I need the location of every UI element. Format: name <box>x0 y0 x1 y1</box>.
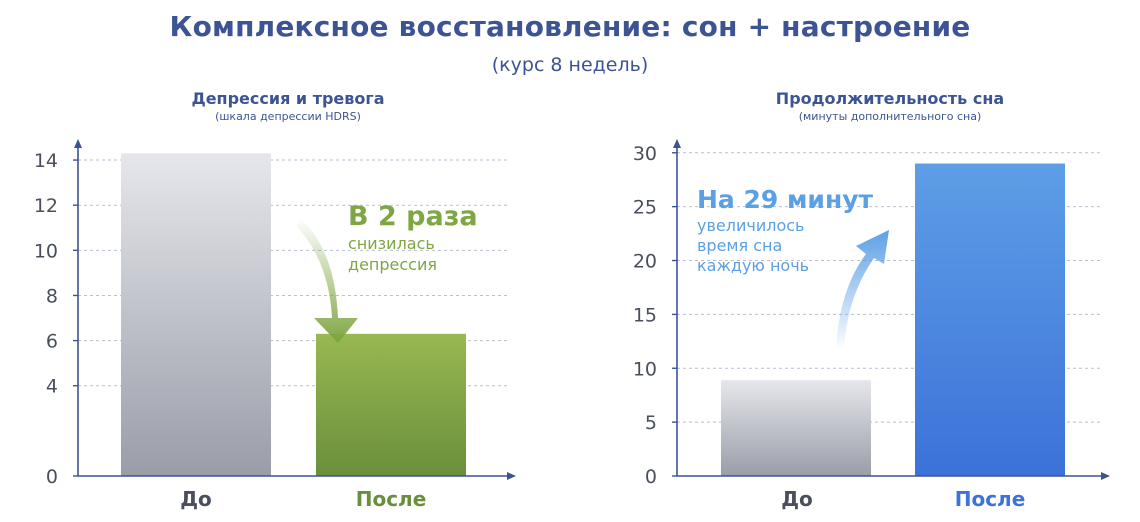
right-category-before: До <box>781 487 813 511</box>
left-chart: Депрессия и тревога (шкала депрессии HDR… <box>34 89 516 511</box>
left-y-tick-label: 4 <box>46 376 58 398</box>
left-category-before: До <box>180 487 212 511</box>
left-y-ticks: 0 4 6 8 10 12 14 <box>34 150 58 488</box>
right-y-tick-label: 30 <box>633 143 657 165</box>
right-axes <box>676 142 1106 477</box>
left-x-axis-arrowhead <box>507 472 516 480</box>
left-category-after: После <box>356 487 427 511</box>
right-x-axis-arrowhead <box>1101 472 1110 480</box>
right-y-tick-label: 10 <box>633 358 657 380</box>
right-y-axis-arrowhead <box>673 139 681 148</box>
left-annotation-headline: В 2 раза <box>348 201 478 232</box>
left-y-tick-label: 6 <box>46 331 58 353</box>
right-y-tick-label: 25 <box>633 197 657 219</box>
left-annotation-line1: снизилась <box>348 234 435 253</box>
left-grid <box>73 159 508 477</box>
right-chart-title: Продолжительность сна <box>776 89 1004 108</box>
right-up-arrow <box>836 230 889 350</box>
left-annotation-line2: депрессия <box>348 255 437 274</box>
left-y-tick-label: 14 <box>34 150 58 172</box>
left-y-tick-label: 10 <box>34 240 58 262</box>
left-y-tick-label: 0 <box>46 466 58 488</box>
left-bar-before <box>121 153 271 476</box>
left-bar-after <box>316 333 466 476</box>
left-y-axis-arrowhead <box>74 139 82 148</box>
left-y-tick-label: 8 <box>46 285 58 307</box>
right-chart: Продолжительность сна (минуты дополнител… <box>633 89 1110 511</box>
right-bars <box>721 163 1065 476</box>
right-annotation-line3: каждую ночь <box>697 256 809 275</box>
right-y-tick-label: 0 <box>645 466 657 488</box>
right-y-tick-label: 15 <box>633 304 657 326</box>
right-annotation-headline: На 29 минут <box>697 185 874 214</box>
right-y-tick-label: 5 <box>645 412 657 434</box>
right-annotation-line1: увеличилось <box>697 216 804 235</box>
right-annotation-line2: время сна <box>697 236 782 255</box>
left-bars <box>121 153 466 476</box>
left-y-tick-label: 12 <box>34 195 58 217</box>
left-chart-title: Депрессия и тревога <box>191 89 384 108</box>
page-subtitle: (курс 8 недель) <box>491 54 649 76</box>
left-axes <box>77 142 512 477</box>
right-bar-after <box>915 163 1065 476</box>
right-y-tick-label: 20 <box>633 251 657 273</box>
right-chart-subtitle: (минуты дополнительного сна) <box>799 110 982 123</box>
right-y-ticks: 0 5 10 15 20 25 30 <box>633 143 657 488</box>
page-title: Комплексное восстановление: сон + настро… <box>169 10 971 43</box>
right-category-after: После <box>955 487 1026 511</box>
left-down-arrow <box>296 218 358 343</box>
right-bar-before <box>721 380 871 476</box>
left-chart-subtitle: (шкала депрессии HDRS) <box>215 110 361 123</box>
